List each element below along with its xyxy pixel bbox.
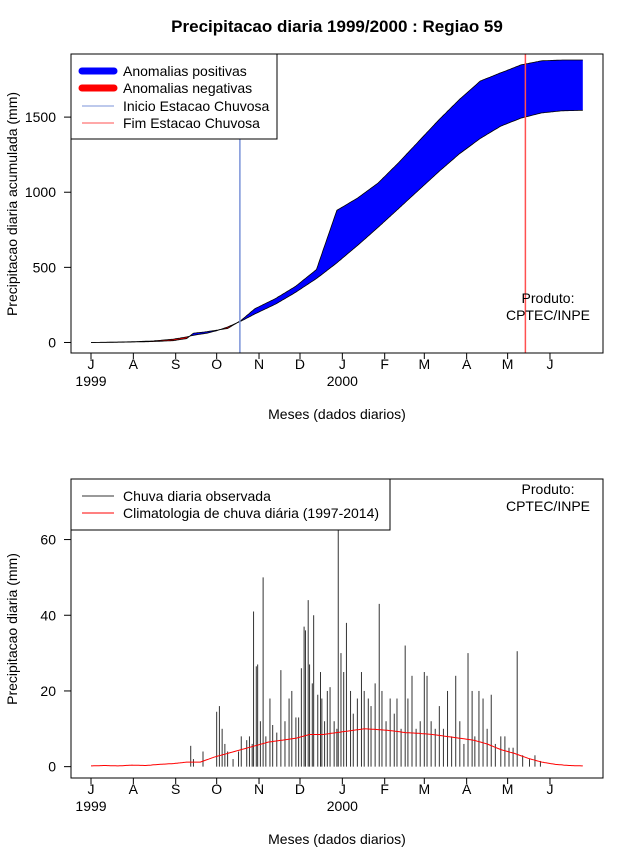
year-label: 1999	[75, 373, 106, 389]
legend-label-onset: Inicio Estacao Chuvosa	[123, 98, 270, 114]
x-tick-label: J	[339, 356, 346, 372]
x-tick-label: A	[462, 781, 472, 797]
legend-label-positive: Anomalias positivas	[123, 63, 247, 79]
x-tick-label: M	[418, 356, 430, 372]
x-tick-label: O	[211, 781, 222, 797]
year-label: 2000	[327, 373, 358, 389]
legend-label-negative: Anomalias negativas	[123, 80, 252, 96]
y-tick-label: 500	[33, 259, 57, 275]
x-tick-label: N	[254, 781, 264, 797]
bottom-legend-box	[70, 478, 391, 531]
y-tick-label: 40	[40, 607, 56, 623]
anomaly-positive-area	[235, 60, 583, 324]
x-tick-label: D	[295, 356, 305, 372]
y-tick-label: 1500	[25, 109, 56, 125]
x-tick-label: F	[380, 356, 389, 372]
y-tick-label: 60	[40, 532, 56, 548]
climatology-daily-line	[91, 728, 583, 767]
top-x-axis-label: Meses (dados diarios)	[268, 406, 406, 422]
x-tick-label: A	[129, 356, 139, 372]
legend-label-observed: Chuva diaria observada	[123, 488, 271, 504]
x-tick-label: J	[88, 356, 95, 372]
x-tick-label: J	[546, 781, 553, 797]
top-legend: Anomalias positivas Anomalias negativas …	[70, 53, 278, 140]
bottom-plot-area	[91, 528, 583, 767]
x-tick-label: J	[88, 781, 95, 797]
x-tick-label: D	[295, 781, 305, 797]
x-tick-label: A	[129, 781, 139, 797]
x-tick-label: S	[171, 356, 180, 372]
climatology-cumulative-line	[91, 109, 583, 343]
bottom-legend: Chuva diaria observada Climatologia de c…	[70, 478, 391, 531]
x-tick-label: F	[380, 781, 389, 797]
y-tick-label: 0	[48, 334, 56, 350]
x-tick-label: M	[502, 781, 514, 797]
x-tick-label: O	[211, 356, 222, 372]
anomaly-positive-area	[189, 329, 220, 337]
x-tick-label: N	[254, 356, 264, 372]
legend-label-climatology: Climatologia de chuva diária (1997-2014)	[123, 505, 379, 521]
top-credit-line-2: CPTEC/INPE	[506, 307, 590, 323]
chart-title: Precipitacao diaria 1999/2000 : Regiao 5…	[171, 17, 503, 36]
legend-label-end: Fim Estacao Chuvosa	[123, 115, 260, 131]
top-y-axis-label: Precipitacao diaria acumulada (mm)	[4, 92, 20, 316]
x-tick-label: J	[339, 781, 346, 797]
top-credit-line-1: Produto:	[522, 290, 575, 306]
x-tick-label: M	[418, 781, 430, 797]
bottom-x-axis-label: Meses (dados diarios)	[268, 831, 406, 847]
bottom-y-axis-label: Precipitacao diaria (mm)	[4, 553, 20, 705]
x-tick-label: J	[546, 356, 553, 372]
x-tick-label: M	[502, 356, 514, 372]
x-tick-label: A	[462, 356, 472, 372]
bottom-credit-line-2: CPTEC/INPE	[506, 498, 590, 514]
year-label: 1999	[75, 798, 106, 814]
y-tick-label: 20	[40, 683, 56, 699]
y-tick-label: 1000	[25, 184, 56, 200]
y-tick-label: 0	[48, 759, 56, 775]
x-tick-label: S	[171, 781, 180, 797]
bottom-credit-line-1: Produto:	[522, 481, 575, 497]
year-label: 2000	[327, 798, 358, 814]
top-plot-frame	[70, 53, 604, 354]
observed-cumulative-line	[91, 59, 583, 343]
